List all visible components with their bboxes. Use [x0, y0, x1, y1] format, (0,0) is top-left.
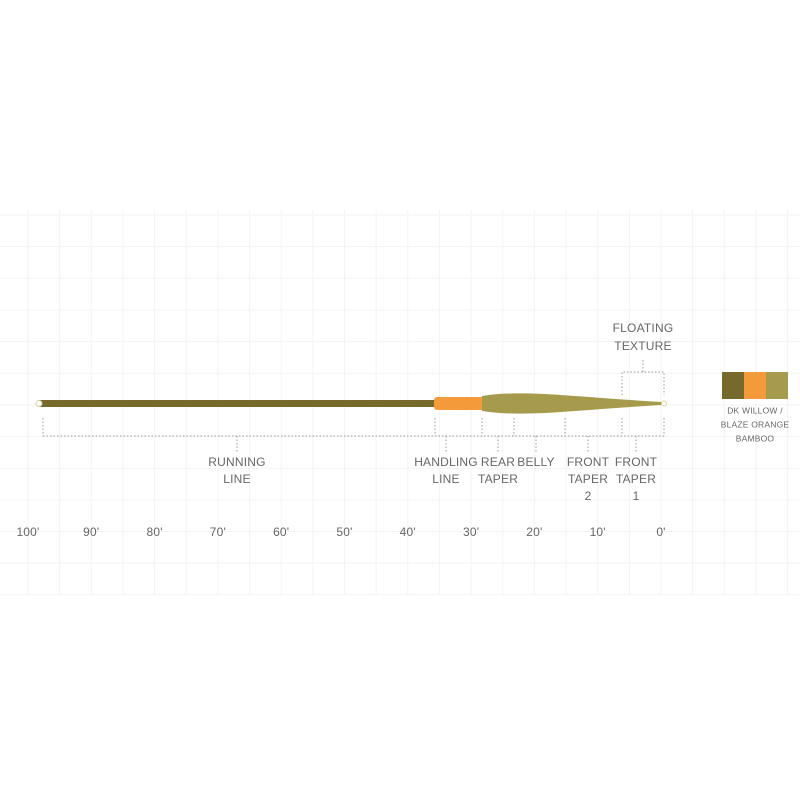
scale-label: 50': [336, 525, 352, 539]
section-bracket: [42, 418, 665, 437]
scale-label: 0': [656, 525, 665, 539]
line-end: [35, 400, 43, 407]
swatch-label: BAMBOO: [736, 433, 775, 443]
section-label: TAPER: [568, 472, 608, 486]
scale-label: 20': [526, 525, 542, 539]
swatch-dark-willow: [722, 372, 744, 399]
scale-label: 90': [83, 525, 99, 539]
section-label: TAPER: [478, 472, 518, 486]
swatch-blaze-orange: [744, 372, 766, 399]
scale-label: 80': [146, 525, 162, 539]
running-line: [38, 400, 438, 407]
head-taper: [482, 393, 662, 414]
section-label: BELLY: [517, 455, 554, 469]
scale-label: 70': [210, 525, 226, 539]
scale-label: 60': [273, 525, 289, 539]
section-label: RUNNING: [208, 455, 265, 469]
section-label: REAR: [481, 455, 515, 469]
section-label: FRONT: [567, 455, 610, 469]
section-label: FRONT: [615, 455, 658, 469]
scale-label: 30': [463, 525, 479, 539]
scale-label: 100': [16, 525, 39, 539]
swatch-bamboo: [766, 372, 788, 399]
swatch-label: BLAZE ORANGE: [721, 419, 790, 429]
length-scale: 100' 90' 80' 70' 60' 50' 40' 30' 20' 10' 0': [16, 525, 665, 539]
section-label: LINE: [432, 472, 459, 486]
section-label: 2: [585, 489, 592, 503]
section-label: LINE: [223, 472, 250, 486]
swatch-label: DK WILLOW /: [727, 405, 783, 415]
section-labels: RUNNING LINE HANDLING LINE REAR TAPER BELLY FRO…: [208, 436, 657, 503]
scale-label: 10': [590, 525, 606, 539]
floating-bracket: [621, 358, 665, 395]
floating-label: FLOATING: [613, 321, 674, 335]
section-label: TAPER: [616, 472, 656, 486]
line-tip: [661, 400, 667, 407]
handling-line: [434, 397, 484, 410]
floating-label: TEXTURE: [614, 339, 671, 353]
scale-label: 40': [400, 525, 416, 539]
section-label: 1: [633, 489, 640, 503]
section-label: HANDLING: [414, 455, 478, 469]
